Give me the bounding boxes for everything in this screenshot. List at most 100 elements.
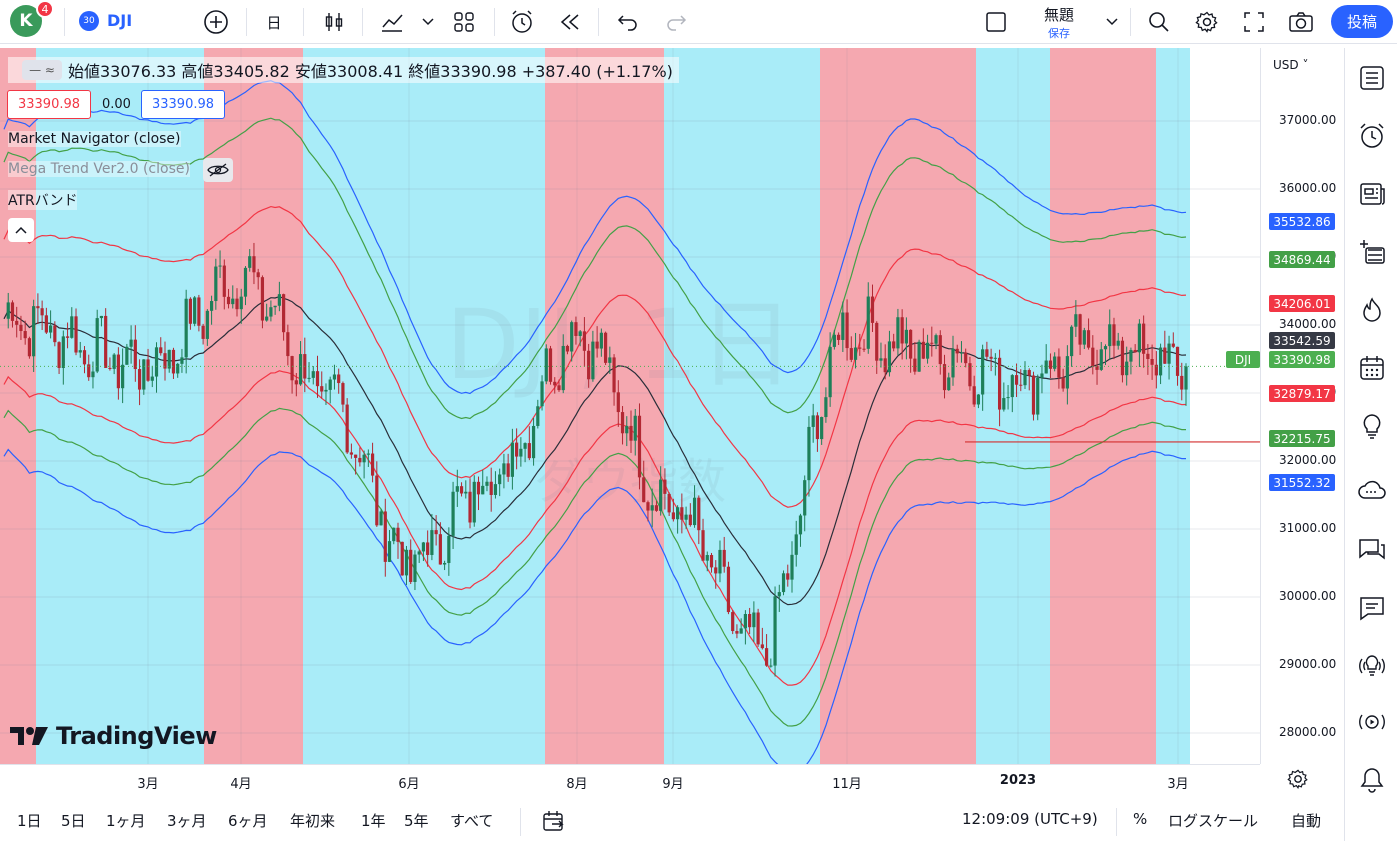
tradingview-logo-icon — [10, 727, 48, 745]
undo-icon[interactable] — [612, 0, 644, 44]
camera-icon[interactable] — [1285, 0, 1317, 44]
log-scale-toggle[interactable]: ログスケール — [1168, 812, 1259, 830]
calendar-icon[interactable] — [1356, 352, 1388, 384]
templates-icon[interactable] — [448, 0, 480, 44]
range-ytd[interactable]: 年初来 — [290, 812, 336, 830]
price-tag: 33390.98 — [1269, 351, 1335, 368]
settings-gear-icon[interactable] — [1287, 768, 1311, 792]
candle-body — [815, 415, 820, 440]
price-tag: 33542.59 — [1269, 332, 1335, 349]
eye-hidden-icon[interactable] — [203, 158, 233, 182]
candle-body — [1108, 324, 1112, 347]
range-6m[interactable]: 6ヶ月 — [228, 812, 268, 830]
percent-toggle[interactable]: % — [1133, 810, 1148, 828]
price-axis[interactable]: USD ˅ 37000.0036000.0035000.0034000.0033… — [1260, 48, 1340, 764]
candle-body — [705, 555, 709, 561]
search-icon[interactable] — [1143, 0, 1175, 44]
post-button[interactable]: 投稿 — [1331, 5, 1393, 38]
indicator-atr-band[interactable]: ATRバンド — [8, 190, 78, 210]
messages-icon[interactable] — [1356, 592, 1388, 624]
candle-body — [485, 481, 489, 486]
notifications-bell-icon[interactable] — [1356, 764, 1388, 796]
sell-price-box[interactable]: 33390.98 — [7, 90, 91, 119]
candle-body — [608, 357, 612, 363]
regime-zone — [545, 48, 664, 764]
range-1m[interactable]: 1ヶ月 — [106, 812, 146, 830]
ideas-stream-icon[interactable] — [1356, 650, 1388, 682]
indicator-mega-trend[interactable]: Mega Trend Ver2.0 (close) — [8, 161, 190, 177]
candle-body — [752, 612, 756, 628]
candle-body — [53, 325, 57, 343]
alert-clock-icon[interactable] — [506, 0, 538, 44]
goto-date-icon[interactable] — [542, 810, 566, 836]
indicators-icon[interactable] — [376, 0, 408, 44]
time-tick: 2023 — [999, 773, 1037, 788]
collapse-legend-icon[interactable] — [8, 218, 34, 242]
streams-play-icon[interactable] — [1356, 706, 1388, 738]
candle-style-icon[interactable] — [318, 0, 350, 44]
replay-icon[interactable] — [554, 0, 586, 44]
layout-square-icon[interactable] — [980, 0, 1012, 44]
candle-body — [845, 312, 849, 349]
indicator-market-navigator[interactable]: Market Navigator (close) — [8, 131, 181, 147]
auto-scale-toggle[interactable]: 自動 — [1291, 812, 1322, 830]
alarm-clock-icon[interactable] — [1356, 120, 1388, 152]
candle-body — [201, 325, 205, 339]
range-3m[interactable]: 3ヶ月 — [167, 812, 207, 830]
chevron-down-icon[interactable] — [418, 0, 438, 44]
clock-timezone[interactable]: 12:09:09 (UTC+9) — [962, 810, 1098, 828]
time-tick: 9月 — [662, 777, 684, 792]
candle-body — [1184, 366, 1188, 390]
time-axis[interactable]: 3月 4月 6月 8月 9月 11月 2023 3月 — [0, 764, 1260, 796]
range-5d[interactable]: 5日 — [61, 812, 86, 830]
add-symbol-icon[interactable] — [200, 0, 232, 44]
candle-body — [544, 348, 548, 382]
candle-body — [828, 346, 832, 398]
candle-body — [798, 515, 803, 535]
watchlist-icon[interactable] — [1356, 62, 1388, 94]
candle-body — [731, 612, 735, 632]
price-tag: 32879.17 — [1269, 385, 1335, 402]
gear-icon[interactable] — [1191, 0, 1223, 44]
time-tick: 8月 — [566, 777, 588, 792]
chevron-down-icon[interactable] — [1102, 0, 1122, 44]
legend-toggle-icon[interactable]: — ≈ — [22, 60, 62, 80]
candle-body — [968, 363, 972, 387]
news-icon[interactable] — [1356, 178, 1388, 210]
lightbulb-icon[interactable] — [1356, 410, 1388, 442]
range-1y[interactable]: 1年 — [361, 812, 386, 830]
candle-body — [205, 310, 209, 339]
range-5y[interactable]: 5年 — [404, 812, 429, 830]
currency-label[interactable]: USD ˅ — [1273, 58, 1309, 72]
candle-body — [718, 549, 722, 574]
chat-cloud-icon[interactable] — [1356, 476, 1388, 508]
tradingview-logo[interactable]: TradingView — [10, 722, 217, 750]
candle-body — [1158, 347, 1163, 376]
buy-price-box[interactable]: 33390.98 — [141, 90, 225, 119]
candle-body — [570, 322, 574, 352]
chats-icon[interactable] — [1356, 534, 1388, 566]
add-list-icon[interactable] — [1356, 236, 1388, 268]
interval-button[interactable]: 日 — [266, 13, 282, 32]
hotlist-flame-icon[interactable] — [1356, 294, 1388, 326]
ohlc-values: 始値33076.33 高値33405.82 安値33008.41 終値33390… — [68, 62, 673, 81]
candle-body — [421, 542, 426, 552]
candle-body — [942, 364, 947, 391]
price-tick: 30000.00 — [1279, 589, 1337, 603]
candle-body — [896, 317, 900, 349]
chart-pane[interactable]: DJI, 1日 ダウ指数 — [0, 48, 1260, 764]
range-all[interactable]: すべて — [450, 812, 494, 830]
fullscreen-icon[interactable] — [1238, 0, 1270, 44]
candle-body — [337, 374, 341, 384]
symbol-search-button[interactable]: DJI — [107, 11, 133, 30]
range-1d[interactable]: 1日 — [17, 812, 42, 830]
candle-body — [1142, 323, 1146, 354]
candle-body — [502, 463, 506, 475]
candle-body — [887, 341, 892, 373]
redo-icon[interactable] — [660, 0, 692, 44]
candle-body — [582, 331, 587, 351]
candle-body — [459, 486, 464, 494]
layout-name-button[interactable]: 無題 保存 — [1030, 4, 1088, 41]
price-tick: 37000.00 — [1279, 113, 1337, 127]
